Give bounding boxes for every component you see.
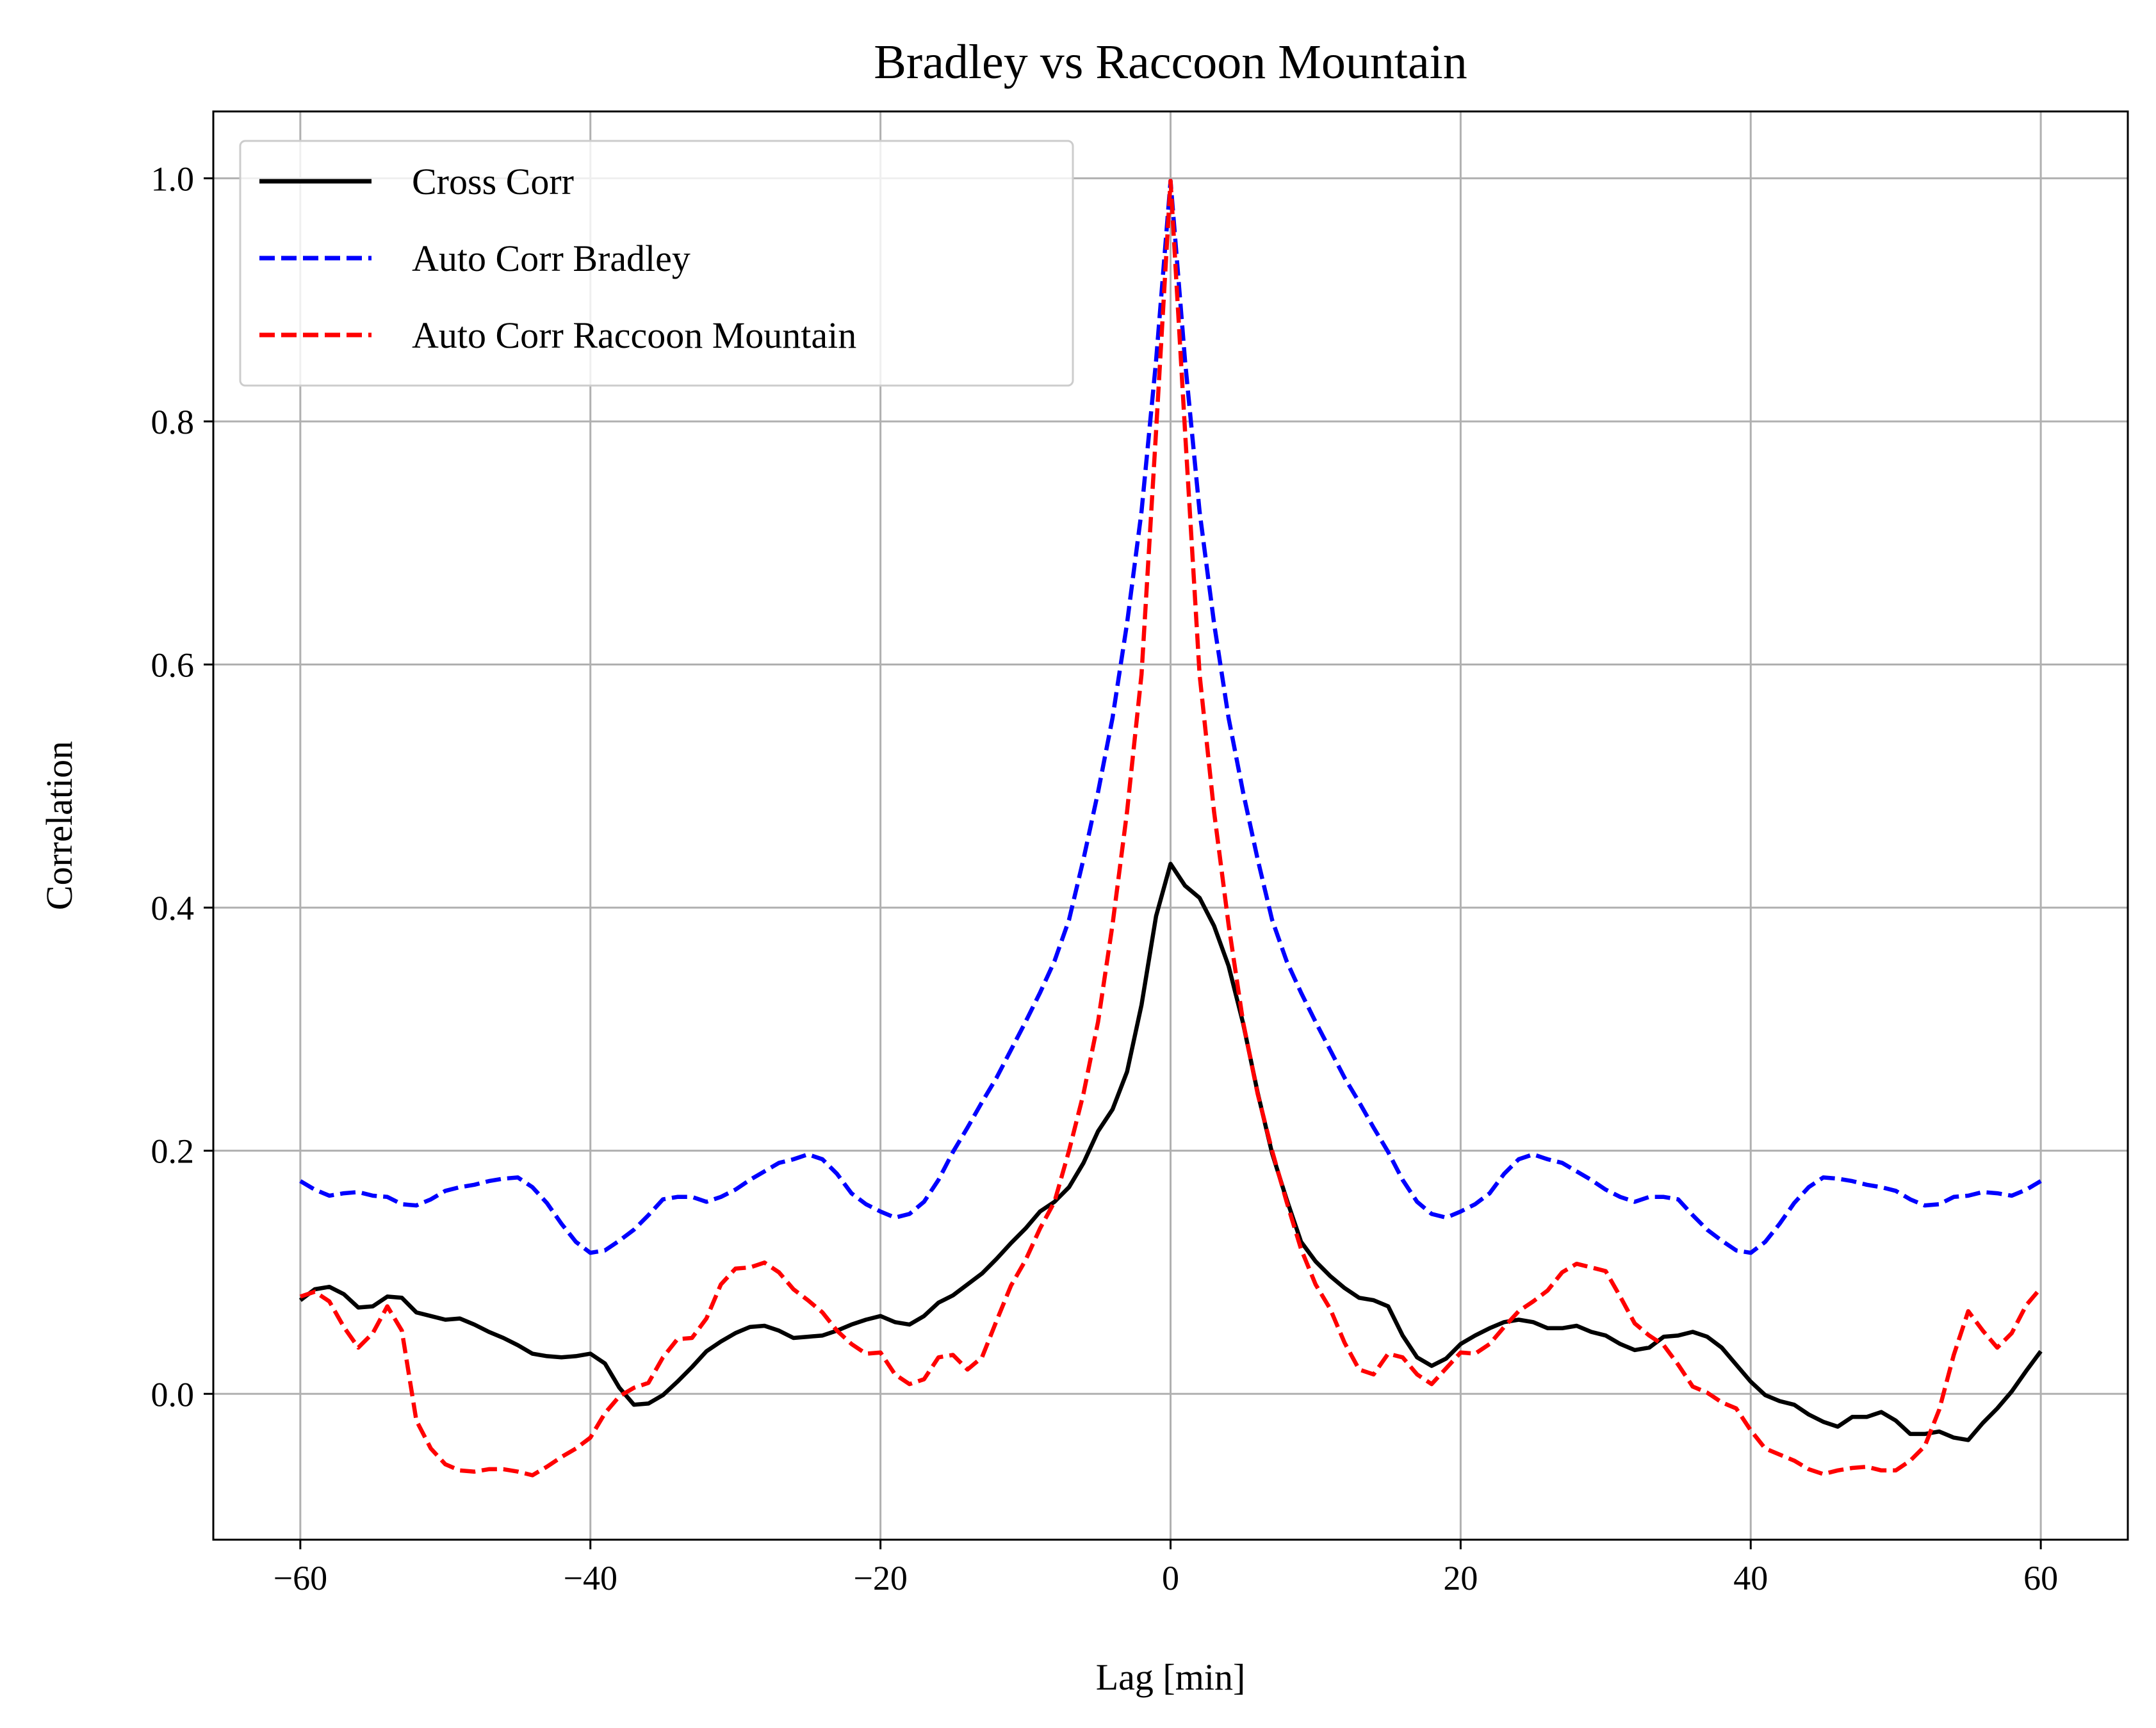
x-axis-label: Lag [min] <box>1096 1656 1246 1698</box>
x-tick-label: 20 <box>1443 1559 1478 1597</box>
y-tick-label: 0.6 <box>151 646 195 685</box>
x-tick-label: 60 <box>2023 1559 2058 1597</box>
series-line-auto-corr-raccoon-mountain <box>299 178 2043 1478</box>
y-axis-ticks: 0.0 0.2 0.4 0.6 0.8 1.0 <box>151 159 213 1414</box>
legend-label-auto-corr-raccoon-mountain: Auto Corr Raccoon Mountain <box>412 314 856 356</box>
x-tick-label: −20 <box>853 1559 907 1597</box>
y-tick-label: 0.2 <box>151 1132 195 1171</box>
x-tick-label: 0 <box>1162 1559 1179 1597</box>
x-tick-label: −40 <box>564 1559 617 1597</box>
x-tick-label: 40 <box>1733 1559 1768 1597</box>
series-line-cross-corr <box>298 861 2043 1442</box>
y-tick-label: 1.0 <box>151 159 195 198</box>
x-tick-label: −60 <box>274 1559 327 1597</box>
legend-box <box>239 140 1074 387</box>
y-axis-label: Correlation <box>38 741 80 910</box>
legend-label-auto-corr-bradley: Auto Corr Bradley <box>412 238 690 279</box>
y-tick-label: 0.8 <box>151 403 195 441</box>
legend-label-cross-corr: Cross Corr <box>412 161 574 202</box>
y-tick-label: 0.0 <box>151 1375 195 1414</box>
x-axis-ticks: −60 −40 −20 0 20 40 60 <box>274 1540 2058 1597</box>
legend: Cross Corr Auto Corr Bradley Auto Corr R… <box>239 140 1074 387</box>
series-layer <box>298 178 2043 1478</box>
y-tick-label: 0.4 <box>151 889 195 927</box>
chart-title: Bradley vs Raccoon Mountain <box>874 35 1467 89</box>
